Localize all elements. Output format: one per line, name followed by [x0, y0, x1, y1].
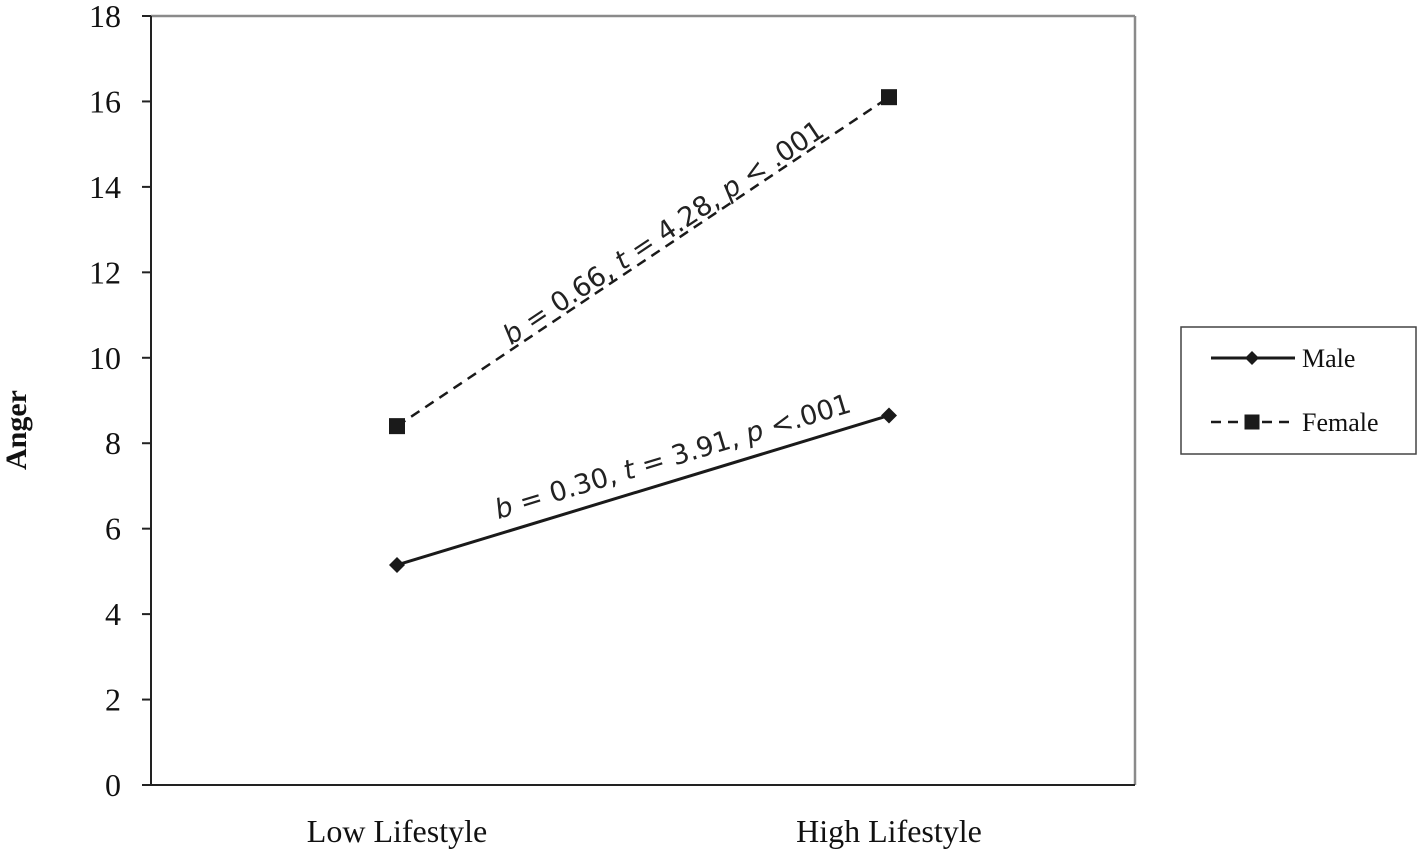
- series-line-female: [396, 96, 890, 428]
- data-point-square: [881, 89, 897, 106]
- y-tick-label: 18: [89, 0, 121, 34]
- series-male: [389, 407, 897, 573]
- y-tick-label: 6: [105, 511, 121, 547]
- y-tick-label: 10: [89, 340, 121, 376]
- x-tick-label: Low Lifestyle: [307, 813, 487, 849]
- y-axis-title: Anger: [0, 390, 33, 470]
- legend-label-female: Female: [1302, 408, 1379, 437]
- y-axis: 0 2 4 6 8 10 12 14 16 18: [89, 0, 152, 803]
- legend-label-male: Male: [1302, 344, 1355, 373]
- plot-area: [151, 14, 1137, 785]
- annotation-part: = 4.28,: [618, 180, 733, 271]
- data-point-diamond: [389, 556, 405, 573]
- series-layer: [389, 89, 897, 573]
- regression-annotation-male: b = 0.30, t = 3.91, p <.001: [491, 389, 854, 526]
- data-point-diamond: [881, 407, 897, 424]
- data-point-square: [389, 418, 405, 435]
- annotation-part: <.001: [758, 389, 854, 445]
- legend-box: [1180, 326, 1417, 455]
- y-tick-label: 4: [105, 596, 121, 632]
- y-tick-label: 8: [105, 425, 121, 461]
- regression-annotation-female: b = 0.66, t = 4.28, p < .001: [498, 115, 830, 351]
- x-tick-label: High Lifestyle: [796, 813, 982, 849]
- series-line-male: [396, 414, 890, 567]
- y-tick-label: 0: [105, 767, 121, 803]
- y-tick-label: 16: [89, 83, 121, 119]
- annotation-part: < .001: [730, 115, 830, 196]
- series-female: [389, 89, 897, 435]
- x-axis: Low Lifestyle High Lifestyle: [151, 784, 1135, 849]
- y-tick-label: 14: [89, 169, 121, 205]
- annotation-part: = 3.91,: [630, 420, 751, 484]
- y-tick-label: 12: [89, 254, 121, 290]
- data-point-square: [1244, 414, 1260, 430]
- data-point-diamond: [1245, 351, 1259, 365]
- legend: Male Female: [1180, 326, 1417, 455]
- annotation-part: = 0.66,: [512, 251, 627, 342]
- annotation-layer: b = 0.66, t = 4.28, p < .001 b = 0.30, t …: [491, 115, 854, 526]
- annotation-part: = 0.30,: [508, 457, 629, 521]
- y-tick-label: 2: [105, 682, 121, 718]
